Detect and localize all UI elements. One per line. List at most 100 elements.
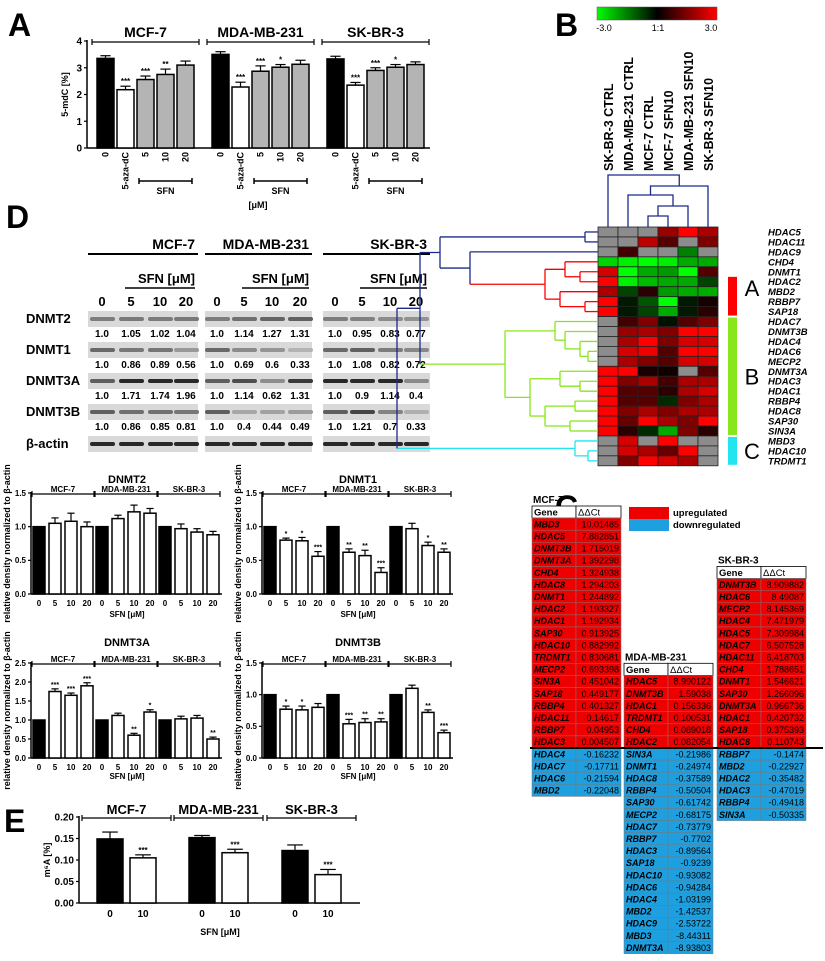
y-tick-label: 4 bbox=[76, 37, 82, 48]
heatmap-cell bbox=[637, 435, 659, 447]
x-tick-label: 5 bbox=[141, 152, 151, 157]
heatmap-cell bbox=[677, 455, 699, 467]
bar bbox=[421, 544, 435, 595]
heatmap-cell bbox=[637, 395, 659, 407]
protein-label: DNMT2 bbox=[26, 311, 71, 326]
density-value: 0.81 bbox=[176, 422, 196, 433]
density-value: 1.0 bbox=[210, 360, 224, 371]
x-tick-label: 20 bbox=[181, 152, 191, 162]
ddct-value: -0.49418 bbox=[768, 798, 804, 808]
gene-name: SIN3A bbox=[534, 677, 561, 687]
density-value: 1.08 bbox=[352, 360, 372, 371]
blot-band bbox=[288, 410, 313, 414]
gene-name: RBBP4 bbox=[626, 786, 657, 796]
blot-strip bbox=[205, 311, 312, 327]
bar bbox=[271, 66, 290, 149]
sfn-label: SFN [μM] bbox=[370, 271, 427, 286]
x-tick-label: 10 bbox=[193, 763, 202, 772]
legend-up-label: upregulated bbox=[673, 508, 728, 519]
blot-band bbox=[174, 317, 199, 321]
western-blot: MCF-7 SFN [μM] 0 5 10 20 MDA-MB-231 SFN [μM] 0 5 1… bbox=[26, 236, 430, 452]
heatmap-cell bbox=[597, 445, 619, 457]
bar bbox=[158, 525, 172, 595]
row-label: DNMT1 bbox=[768, 267, 801, 278]
ddct-value: -0.24974 bbox=[675, 761, 711, 771]
lane-label: 20 bbox=[179, 294, 193, 309]
column-label: MCF-7 CTRL bbox=[642, 96, 656, 171]
protein-label: DNMT3A bbox=[26, 373, 81, 388]
gene-name: SIN3A bbox=[719, 810, 746, 820]
y-tick-label: 1.0 bbox=[246, 522, 258, 531]
x-tick-label: 10 bbox=[322, 909, 334, 920]
heatmap-cell bbox=[677, 445, 699, 457]
y-axis-label: relative density normalized to β-actin bbox=[233, 631, 243, 790]
ddct-value: 1.392298 bbox=[581, 556, 619, 566]
heatmap-cell bbox=[697, 256, 719, 268]
protein-label: DNMT3B bbox=[26, 404, 80, 419]
column-label: MCF-7 SFN10 bbox=[662, 90, 676, 171]
gene-name: HDAC6 bbox=[626, 882, 658, 892]
ddct-value: 1.266096 bbox=[766, 689, 804, 699]
gene-name: HDAC2 bbox=[626, 737, 657, 747]
blot-band bbox=[350, 379, 375, 383]
bar bbox=[80, 685, 94, 759]
density-value: 0.4 bbox=[237, 422, 251, 433]
significance-marker: ** bbox=[346, 542, 352, 549]
heatmap-cell bbox=[677, 256, 699, 268]
ddct-value: -0.93082 bbox=[675, 870, 711, 880]
density-value: 0.72 bbox=[406, 360, 426, 371]
blot-band bbox=[148, 317, 173, 321]
significance-marker: *** bbox=[141, 67, 151, 76]
significance-marker: ** bbox=[210, 730, 216, 737]
x-tick-label: 20 bbox=[440, 763, 449, 772]
x-tick-label: 5 bbox=[179, 599, 184, 608]
x-tick-label: 10 bbox=[424, 763, 433, 772]
ddct-value: 0.156336 bbox=[673, 701, 711, 711]
x-tick-label: 0 bbox=[100, 763, 105, 772]
blot-band bbox=[378, 379, 403, 383]
group-label: SK-BR-3 bbox=[347, 24, 404, 40]
blot-band bbox=[350, 348, 375, 352]
panel-label-b: B bbox=[555, 7, 578, 43]
gene-name: HDAC4 bbox=[534, 749, 565, 759]
heatmap-cell bbox=[597, 256, 619, 268]
heatmap-cell bbox=[697, 455, 719, 467]
x-axis-label: SFN [μM] bbox=[200, 927, 240, 937]
heatmap-cell bbox=[657, 276, 679, 288]
bar bbox=[437, 551, 451, 595]
row-label: HDAC3 bbox=[768, 377, 801, 388]
density-value: 0.77 bbox=[406, 329, 426, 340]
blot-band bbox=[378, 317, 403, 321]
group-label: SK-BR-3 bbox=[173, 485, 206, 494]
column-label: SK-BR-3 SFN10 bbox=[702, 78, 716, 171]
group-label: SK-BR-3 bbox=[173, 655, 206, 664]
ddct-value: 0.420732 bbox=[766, 713, 804, 723]
blot-band bbox=[119, 410, 144, 414]
heatmap-cell bbox=[637, 236, 659, 248]
panel-label-a: A bbox=[8, 7, 31, 43]
heatmap-cell bbox=[637, 415, 659, 427]
x-tick-label: 0 bbox=[163, 599, 168, 608]
heatmap-cell bbox=[657, 365, 679, 377]
blot-band bbox=[119, 379, 144, 383]
bar bbox=[111, 714, 125, 759]
density-value: 1.14 bbox=[234, 391, 254, 402]
gene-name: HDAC10 bbox=[534, 640, 570, 650]
gene-name: HDAC2 bbox=[534, 604, 565, 614]
y-tick-label: 1.0 bbox=[15, 716, 27, 725]
bar bbox=[279, 708, 293, 759]
x-tick-label: 10 bbox=[67, 599, 76, 608]
heatmap: -3.0 1:1 3.0 SK-BR-3 CTRL MDA-MB-231 CTRL MCF… bbox=[396, 6, 808, 467]
y-axis-label: relative density normalized to β-actin bbox=[2, 464, 12, 623]
gene-name: HDAC3 bbox=[719, 786, 750, 796]
heatmap-cell bbox=[657, 306, 679, 317]
bar bbox=[281, 849, 309, 904]
blot-band bbox=[404, 442, 429, 446]
row-label: DNMT3A bbox=[768, 367, 808, 378]
bar bbox=[95, 719, 109, 759]
blot-strip bbox=[323, 342, 430, 358]
ddct-value: -1.42537 bbox=[675, 907, 711, 917]
table-cell bbox=[667, 941, 714, 954]
